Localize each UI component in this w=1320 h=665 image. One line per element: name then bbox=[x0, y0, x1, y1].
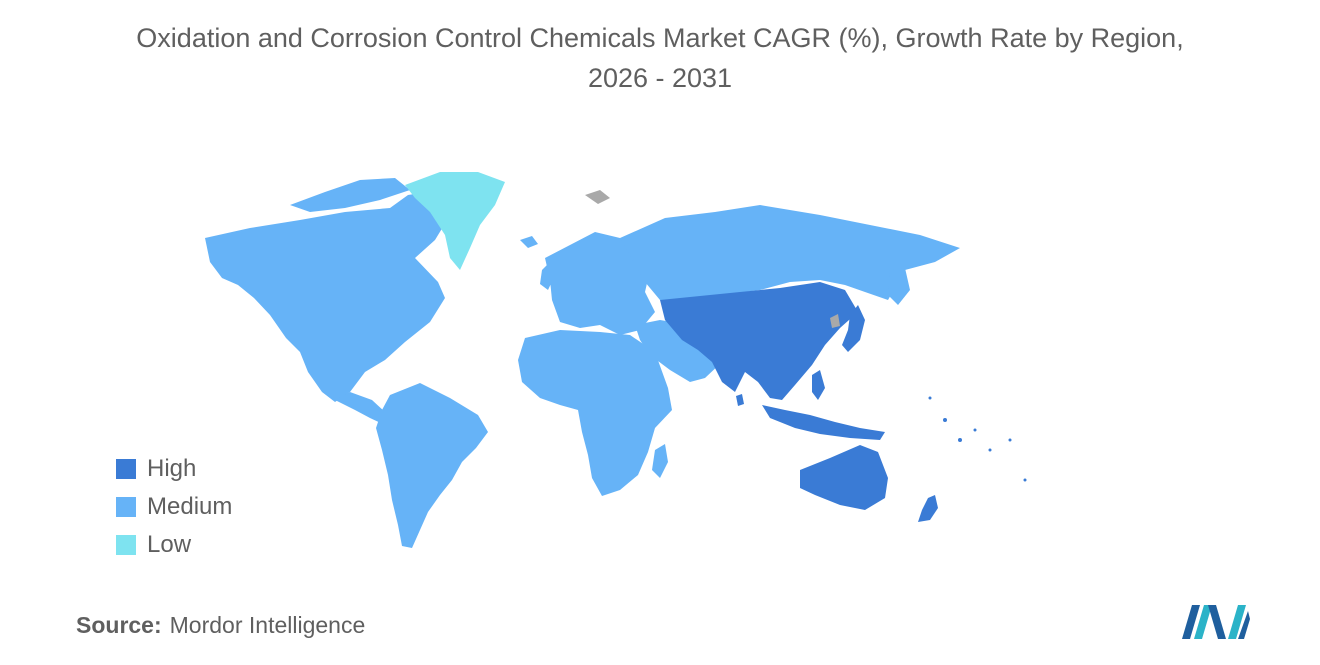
region-south-america bbox=[376, 383, 488, 548]
region-africa bbox=[518, 330, 672, 496]
legend-label-low: Low bbox=[147, 531, 192, 558]
chart-title-line-1: Oxidation and Corrosion Control Chemical… bbox=[136, 23, 1184, 53]
region-indonesia bbox=[762, 405, 885, 440]
region-uk bbox=[540, 262, 555, 290]
region-japan bbox=[842, 305, 865, 352]
legend-swatch-medium bbox=[116, 497, 136, 517]
source-label: Source: bbox=[76, 612, 162, 638]
source-note: Source: Mordor Intelligence bbox=[76, 612, 365, 639]
legend: High Medium Low bbox=[116, 450, 232, 564]
legend-label-high: High bbox=[147, 455, 197, 482]
legend-item-high: High bbox=[116, 450, 232, 488]
region-madagascar bbox=[652, 444, 668, 478]
region-north-america bbox=[205, 190, 452, 402]
chart-title-line-2: 2026 - 2031 bbox=[587, 63, 733, 93]
region-canadian-arctic bbox=[290, 178, 410, 212]
region-new-zealand bbox=[918, 495, 938, 522]
chart-title: Oxidation and Corrosion Control Chemical… bbox=[0, 18, 1320, 98]
mordor-intelligence-logo bbox=[1182, 605, 1250, 639]
source-text: Mordor Intelligence bbox=[169, 612, 366, 638]
legend-item-low: Low bbox=[116, 526, 232, 564]
legend-swatch-high bbox=[116, 459, 136, 479]
region-sri-lanka bbox=[736, 394, 744, 406]
legend-swatch-low bbox=[116, 535, 136, 555]
legend-label-medium: Medium bbox=[147, 493, 233, 520]
region-europe bbox=[545, 232, 655, 335]
region-kamchatka bbox=[888, 268, 910, 305]
region-australia bbox=[800, 445, 888, 510]
pacific-islands bbox=[928, 396, 1027, 482]
region-greenland bbox=[405, 172, 505, 270]
region-svalbard-no-data bbox=[585, 190, 610, 204]
region-asia bbox=[660, 282, 858, 400]
legend-item-medium: Medium bbox=[116, 488, 232, 526]
region-philippines bbox=[812, 370, 825, 400]
region-russia bbox=[620, 205, 960, 300]
region-iceland bbox=[520, 236, 538, 248]
region-korea-no-data bbox=[830, 314, 840, 328]
